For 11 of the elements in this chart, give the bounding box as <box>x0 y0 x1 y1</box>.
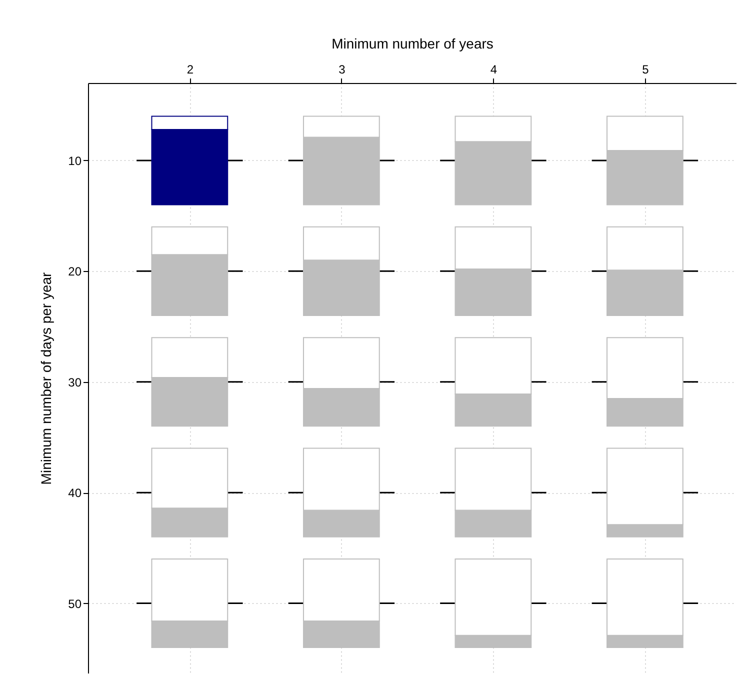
x-tick-label: 5 <box>642 62 650 76</box>
x-tick-label: 3 <box>338 62 346 76</box>
y-tick-label: 50 <box>68 596 82 611</box>
y-tick-label: 40 <box>68 486 82 500</box>
y-tick-label: 20 <box>68 264 82 279</box>
x-tick-label: 4 <box>490 62 498 76</box>
y-tick-label: 10 <box>68 154 82 168</box>
x-tick-label: 2 <box>186 62 194 76</box>
y-axis-title: Minimum number of days per year <box>38 272 54 485</box>
x-axis-title: Minimum number of years <box>332 36 494 52</box>
y-tick-label: 30 <box>68 375 82 390</box>
